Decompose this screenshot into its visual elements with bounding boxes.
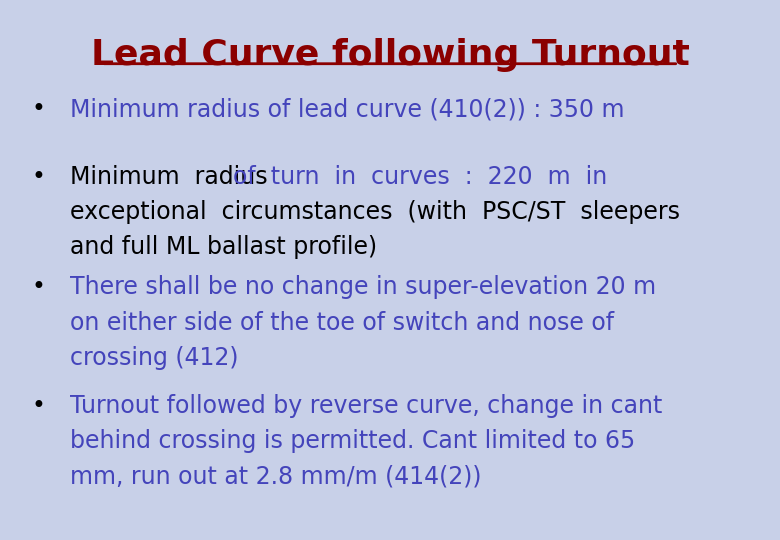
Text: Turnout followed by reverse curve, change in cant: Turnout followed by reverse curve, chang… [70, 394, 662, 418]
Text: and full ML ballast profile): and full ML ballast profile) [70, 235, 378, 259]
Text: Minimum radius of lead curve (410(2)) : 350 m: Minimum radius of lead curve (410(2)) : … [70, 97, 625, 121]
Text: •: • [31, 275, 45, 299]
Text: •: • [31, 394, 45, 418]
Text: behind crossing is permitted. Cant limited to 65: behind crossing is permitted. Cant limit… [70, 429, 636, 453]
Text: of  turn  in  curves  :  220  m  in: of turn in curves : 220 m in [233, 165, 608, 188]
Text: •: • [31, 97, 45, 121]
Text: There shall be no change in super-elevation 20 m: There shall be no change in super-elevat… [70, 275, 656, 299]
Text: mm, run out at 2.8 mm/m (414(2)): mm, run out at 2.8 mm/m (414(2)) [70, 464, 482, 488]
Text: Minimum  radius: Minimum radius [70, 165, 275, 188]
Text: on either side of the toe of switch and nose of: on either side of the toe of switch and … [70, 310, 615, 334]
Text: Lead Curve following Turnout: Lead Curve following Turnout [90, 38, 690, 72]
Text: exceptional  circumstances  (with  PSC/ST  sleepers: exceptional circumstances (with PSC/ST s… [70, 200, 680, 224]
Text: •: • [31, 165, 45, 188]
Text: crossing (412): crossing (412) [70, 346, 239, 369]
